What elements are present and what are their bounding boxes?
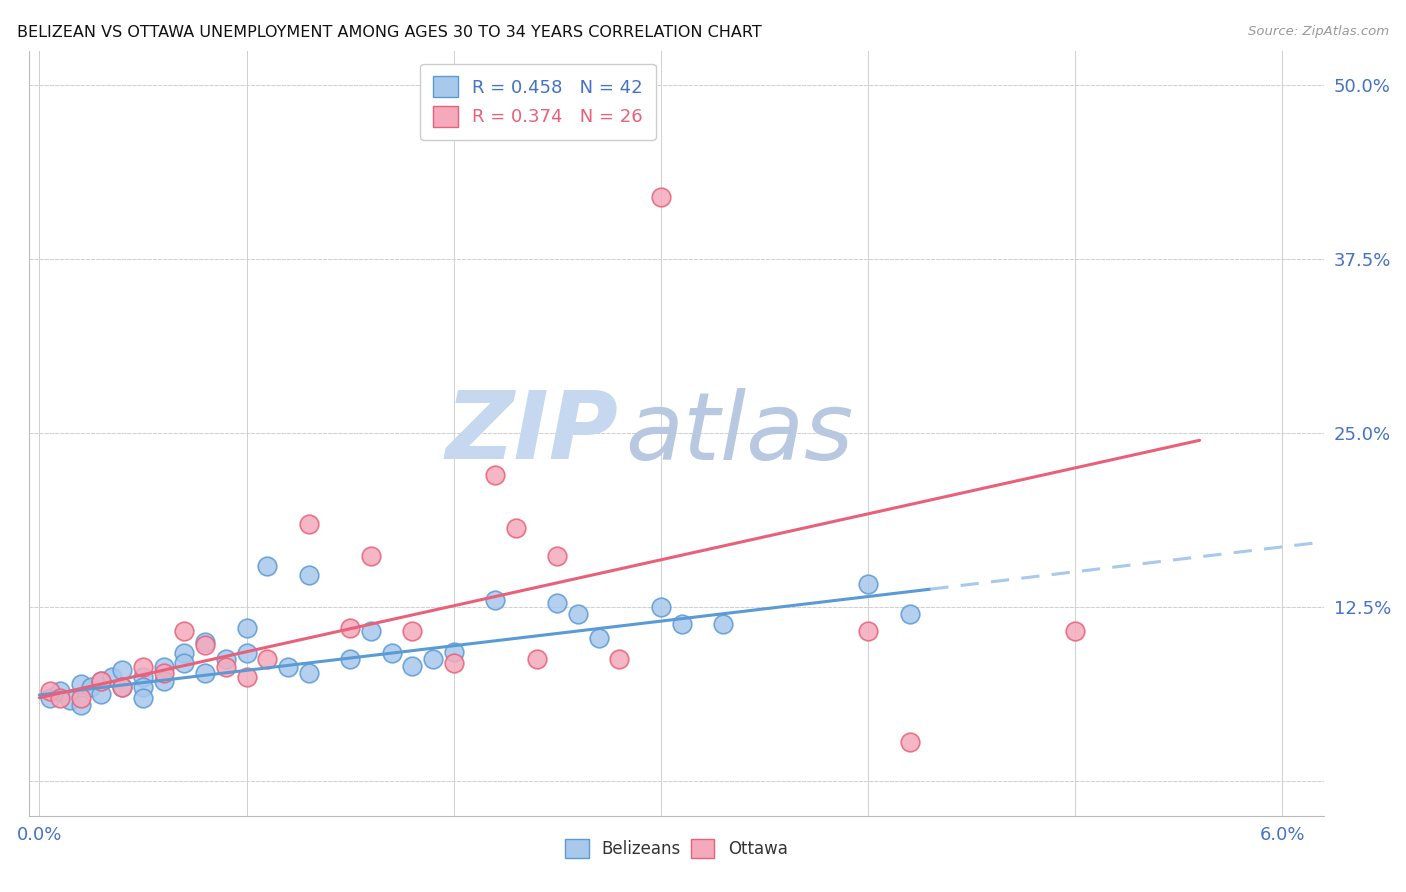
Point <box>173 646 195 660</box>
Point <box>256 558 278 573</box>
Point <box>235 646 257 660</box>
Point <box>298 665 321 680</box>
Point <box>69 690 91 705</box>
Point <box>80 680 103 694</box>
Point <box>650 600 672 615</box>
Point <box>898 735 921 749</box>
Point <box>856 624 879 638</box>
Point <box>59 693 82 707</box>
Point <box>609 652 631 666</box>
Point <box>256 652 278 666</box>
Point <box>401 624 423 638</box>
Point <box>898 607 921 622</box>
Point <box>111 680 134 694</box>
Point <box>111 680 134 694</box>
Point <box>101 670 124 684</box>
Point <box>173 656 195 670</box>
Point <box>339 652 361 666</box>
Point <box>152 673 174 688</box>
Point <box>711 617 734 632</box>
Point <box>401 658 423 673</box>
Point <box>298 516 321 531</box>
Point <box>69 698 91 712</box>
Point <box>132 660 155 674</box>
Point <box>132 690 155 705</box>
Point <box>38 690 60 705</box>
Point <box>277 660 299 674</box>
Point <box>90 673 112 688</box>
Point <box>567 607 589 622</box>
Point <box>443 656 465 670</box>
Point <box>194 635 217 649</box>
Point <box>505 521 527 535</box>
Point <box>215 652 238 666</box>
Point <box>856 576 879 591</box>
Point <box>215 660 238 674</box>
Point <box>650 190 672 204</box>
Text: ZIP: ZIP <box>446 387 619 479</box>
Point <box>546 549 568 563</box>
Point <box>69 677 91 691</box>
Text: atlas: atlas <box>624 388 853 479</box>
Point <box>111 663 134 677</box>
Point <box>90 687 112 701</box>
Point <box>132 670 155 684</box>
Point <box>152 660 174 674</box>
Point <box>49 690 72 705</box>
Point <box>360 624 382 638</box>
Point <box>339 621 361 635</box>
Point <box>443 645 465 659</box>
Point <box>152 665 174 680</box>
Y-axis label: Unemployment Among Ages 30 to 34 years: Unemployment Among Ages 30 to 34 years <box>0 266 7 601</box>
Point <box>298 568 321 582</box>
Point <box>422 652 444 666</box>
Point <box>235 621 257 635</box>
Text: Source: ZipAtlas.com: Source: ZipAtlas.com <box>1249 25 1389 38</box>
Point <box>671 617 693 632</box>
Point <box>484 593 506 607</box>
Point <box>484 468 506 483</box>
Point <box>132 680 155 694</box>
Point <box>194 638 217 652</box>
Point <box>235 670 257 684</box>
Point <box>194 665 217 680</box>
Point <box>38 683 60 698</box>
Point <box>90 673 112 688</box>
Point <box>546 596 568 610</box>
Point <box>360 549 382 563</box>
Text: BELIZEAN VS OTTAWA UNEMPLOYMENT AMONG AGES 30 TO 34 YEARS CORRELATION CHART: BELIZEAN VS OTTAWA UNEMPLOYMENT AMONG AG… <box>17 25 762 40</box>
Point <box>526 652 548 666</box>
Point <box>173 624 195 638</box>
Point <box>49 683 72 698</box>
Legend: Belizeans, Ottawa: Belizeans, Ottawa <box>558 832 794 865</box>
Point <box>1064 624 1087 638</box>
Point <box>588 631 610 645</box>
Point <box>380 646 402 660</box>
